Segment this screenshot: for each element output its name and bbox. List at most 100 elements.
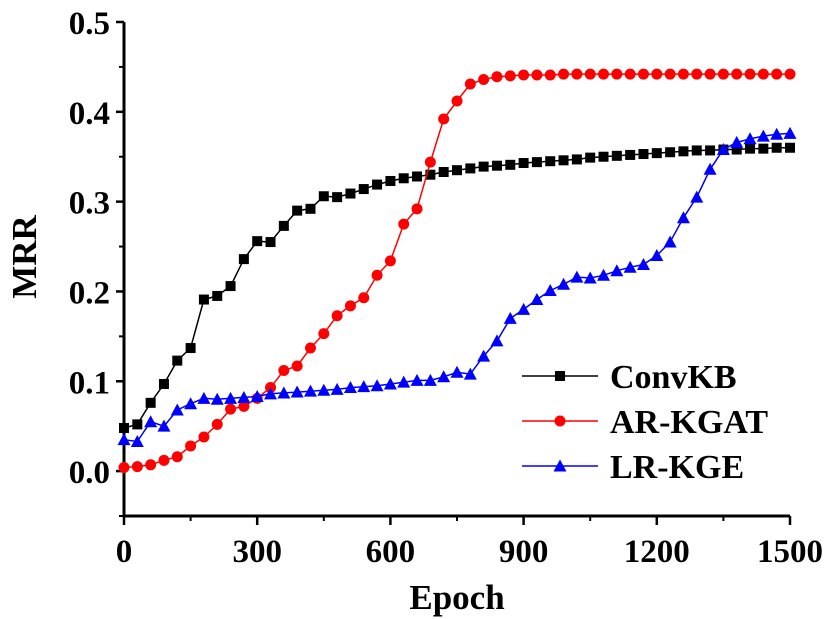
data-point-ar-kgat bbox=[651, 68, 663, 80]
legend-marker-ar-kgat bbox=[554, 415, 566, 427]
series-ar-kgat bbox=[118, 68, 796, 473]
data-point-ar-kgat bbox=[118, 461, 130, 473]
data-point-ar-kgat bbox=[744, 68, 756, 80]
data-point-ar-kgat bbox=[637, 68, 649, 80]
data-point-convkb bbox=[332, 192, 343, 203]
data-point-lr-kge bbox=[423, 373, 437, 386]
data-point-ar-kgat bbox=[398, 218, 410, 230]
data-point-convkb bbox=[398, 173, 409, 184]
data-point-ar-kgat bbox=[717, 68, 729, 80]
y-tick-label: 0.5 bbox=[69, 6, 110, 42]
data-point-convkb bbox=[518, 158, 529, 169]
y-tick-label: 0.0 bbox=[69, 455, 110, 491]
data-point-convkb bbox=[638, 149, 649, 160]
data-point-ar-kgat bbox=[358, 292, 370, 304]
series-layer bbox=[117, 68, 797, 473]
data-point-ar-kgat bbox=[211, 418, 223, 430]
data-point-lr-kge bbox=[117, 433, 131, 446]
data-point-lr-kge bbox=[277, 386, 291, 399]
data-point-ar-kgat bbox=[731, 68, 743, 80]
data-point-convkb bbox=[531, 157, 542, 168]
legend-item-convkb: ConvKB bbox=[522, 359, 737, 396]
data-point-ar-kgat bbox=[291, 360, 303, 372]
data-point-lr-kge bbox=[636, 258, 650, 271]
data-point-ar-kgat bbox=[624, 68, 636, 80]
data-point-convkb bbox=[278, 220, 289, 231]
data-point-lr-kge bbox=[597, 268, 611, 281]
data-point-ar-kgat bbox=[344, 300, 356, 312]
data-point-lr-kge bbox=[663, 235, 677, 248]
data-point-lr-kge bbox=[383, 377, 397, 390]
data-point-ar-kgat bbox=[518, 69, 530, 81]
data-point-ar-kgat bbox=[158, 454, 170, 466]
data-point-convkb bbox=[452, 165, 462, 176]
series-lr-kge bbox=[117, 126, 797, 447]
data-point-lr-kge bbox=[397, 375, 411, 388]
data-point-convkb bbox=[598, 151, 609, 162]
y-tick-label: 0.1 bbox=[69, 365, 110, 401]
data-point-convkb bbox=[585, 152, 596, 163]
data-point-ar-kgat bbox=[225, 403, 237, 415]
data-point-lr-kge bbox=[224, 391, 238, 404]
data-point-convkb bbox=[651, 148, 662, 159]
data-point-lr-kge bbox=[756, 129, 770, 142]
data-point-lr-kge bbox=[583, 271, 597, 284]
data-point-lr-kge bbox=[210, 392, 224, 405]
data-point-ar-kgat bbox=[331, 310, 343, 322]
legend-label-convkb: ConvKB bbox=[610, 359, 737, 396]
data-point-lr-kge bbox=[437, 370, 451, 383]
data-point-ar-kgat bbox=[558, 68, 570, 80]
data-point-ar-kgat bbox=[318, 328, 330, 340]
x-tick-label: 600 bbox=[366, 534, 416, 570]
data-point-convkb bbox=[478, 161, 489, 172]
data-point-convkb bbox=[385, 175, 396, 186]
data-point-convkb bbox=[252, 236, 263, 247]
axes: 0 300 600 900 1200 1500 0.0 0.1 0.2 0.3 0.4 0.5 Epoc… bbox=[5, 6, 823, 617]
data-point-lr-kge bbox=[783, 126, 797, 139]
series-convkb bbox=[119, 142, 795, 433]
data-point-lr-kge bbox=[716, 143, 730, 156]
data-point-ar-kgat bbox=[544, 69, 556, 81]
legend-marker-lr-kge bbox=[553, 459, 567, 472]
data-point-convkb bbox=[731, 144, 742, 155]
data-point-lr-kge bbox=[703, 162, 717, 175]
data-point-convkb bbox=[705, 145, 716, 156]
data-point-lr-kge bbox=[170, 403, 184, 416]
data-point-convkb bbox=[172, 355, 183, 366]
data-point-ar-kgat bbox=[598, 68, 610, 80]
data-point-convkb bbox=[358, 184, 369, 195]
y-tick-label: 0.4 bbox=[69, 96, 110, 132]
data-point-lr-kge bbox=[503, 311, 517, 324]
data-point-convkb bbox=[505, 159, 516, 170]
data-point-convkb bbox=[412, 171, 423, 182]
data-point-convkb bbox=[185, 343, 196, 354]
data-point-convkb bbox=[318, 191, 329, 202]
legend-item-lr-kge: LR-KGE bbox=[522, 449, 744, 486]
data-point-lr-kge bbox=[676, 211, 690, 224]
data-point-ar-kgat bbox=[584, 68, 596, 80]
data-point-lr-kge bbox=[610, 264, 624, 277]
data-point-ar-kgat bbox=[757, 68, 769, 80]
x-tick-label: 900 bbox=[499, 534, 549, 570]
data-point-ar-kgat bbox=[771, 68, 783, 80]
y-axis-title: MRR bbox=[5, 214, 44, 298]
data-point-convkb bbox=[438, 166, 449, 177]
data-point-convkb bbox=[145, 397, 156, 408]
data-point-convkb bbox=[678, 146, 689, 157]
data-point-convkb bbox=[745, 143, 756, 154]
data-point-convkb bbox=[785, 142, 795, 153]
data-point-lr-kge bbox=[623, 260, 637, 273]
data-point-lr-kge bbox=[290, 385, 304, 398]
data-point-lr-kge bbox=[357, 380, 371, 393]
data-point-convkb bbox=[238, 254, 249, 265]
data-point-lr-kge bbox=[690, 190, 704, 203]
legend-item-ar-kgat: AR-KGAT bbox=[522, 404, 768, 441]
data-point-ar-kgat bbox=[198, 431, 210, 443]
data-point-ar-kgat bbox=[704, 68, 716, 80]
data-point-lr-kge bbox=[770, 127, 784, 140]
data-point-convkb bbox=[625, 149, 636, 160]
data-point-ar-kgat bbox=[131, 461, 143, 473]
data-point-ar-kgat bbox=[185, 440, 197, 452]
legend-marker-convkb bbox=[555, 371, 565, 381]
data-point-lr-kge bbox=[237, 390, 251, 403]
